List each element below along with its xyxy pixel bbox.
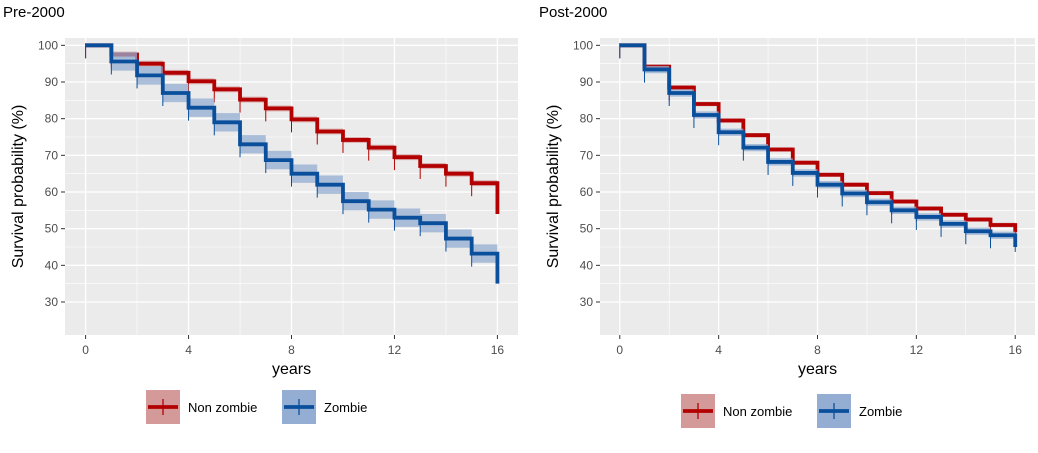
y-axis-label: Survival probability (%) (545, 105, 562, 269)
x-tick-label: 12 (388, 343, 402, 357)
x-axis-label: years (798, 361, 837, 378)
x-tick-label: 16 (1009, 343, 1023, 357)
survival-curve (85, 43, 500, 284)
survival-curve (619, 43, 1018, 247)
chart-title: Pre-2000 (3, 4, 65, 21)
y-tick-label: 100 (573, 38, 593, 52)
chart-title: Post-2000 (539, 4, 608, 21)
km-chart-pre-2000: 30 40 50 60 70 80 90 100 0 4 8 12 16 years Survival pr… (10, 38, 518, 424)
legend-label: Non zombie (188, 400, 257, 415)
y-tick-label: 50 (45, 222, 59, 236)
km-chart-post-2000: 30 40 50 60 70 80 90 100 0 4 8 12 16 years Survival pr… (545, 38, 1035, 428)
legend-label: Non zombie (723, 404, 792, 419)
y-tick-label: 90 (45, 75, 59, 89)
y-tick-label: 70 (45, 148, 59, 162)
y-tick-label: 50 (580, 222, 594, 236)
x-tick-label: 8 (288, 343, 295, 357)
y-tick-label: 80 (580, 112, 594, 126)
x-tick-label: 12 (910, 343, 924, 357)
y-tick-label: 100 (38, 38, 58, 52)
y-tick-label: 40 (45, 258, 59, 272)
y-tick-label: 30 (580, 295, 594, 309)
y-tick-label: 80 (45, 112, 59, 126)
x-tick-label: 4 (715, 343, 722, 357)
legend-label: Zombie (324, 400, 367, 415)
y-tick-label: 30 (45, 295, 59, 309)
y-tick-label: 90 (580, 75, 594, 89)
y-tick-label: 70 (580, 148, 594, 162)
x-tick-label: 4 (185, 343, 192, 357)
y-tick-label: 60 (580, 185, 594, 199)
chart-panel-pre-2000: Pre-2000 30 40 50 60 70 80 90 100 0 4 8 12 16 years Su… (3, 4, 518, 424)
y-axis-label: Survival probability (%) (10, 105, 27, 269)
x-axis-label: years (272, 361, 311, 378)
legend-label: Zombie (859, 404, 902, 419)
x-tick-label: 16 (491, 343, 505, 357)
y-tick-label: 60 (45, 185, 59, 199)
chart-panel-post-2000: Post-2000 30 40 50 60 70 80 90 100 0 4 8 12 16 years S… (519, 0, 1038, 453)
y-tick-label: 40 (580, 258, 594, 272)
x-tick-label: 0 (82, 343, 89, 357)
x-tick-label: 8 (814, 343, 821, 357)
survival-curve (85, 43, 500, 214)
x-tick-label: 0 (616, 343, 623, 357)
